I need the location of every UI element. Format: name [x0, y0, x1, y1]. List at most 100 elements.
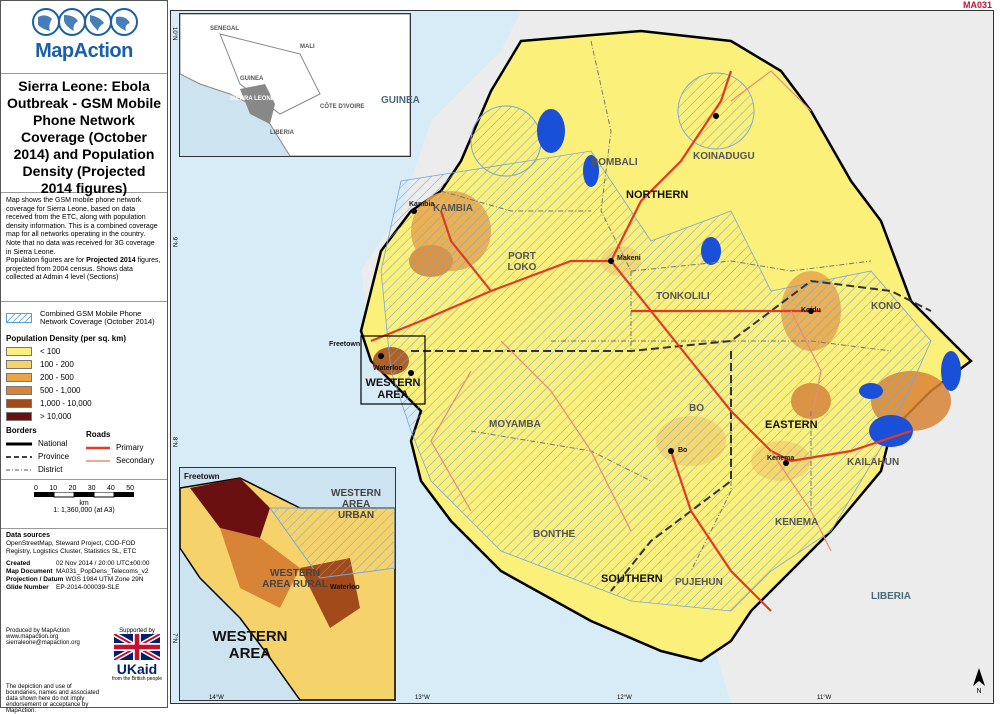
density-label: > 10,000 [40, 412, 72, 421]
scale-unit: km [79, 500, 89, 507]
desc-para-2: Note that no data was received for 3G co… [6, 239, 155, 256]
lon-tick-1: 14°W [209, 695, 224, 701]
credits: Produced by MapAction www.mapaction.org … [1, 625, 167, 714]
density-swatch [6, 373, 32, 382]
national-line-icon [6, 442, 32, 445]
lon-tick-2: 13°W [415, 695, 430, 701]
label-port-loko: PORT LOKO [507, 251, 537, 273]
label-eastern: EASTERN [765, 419, 818, 431]
label-southern: SOUTHERN [601, 573, 663, 585]
label-northern: NORTHERN [626, 189, 689, 201]
density-swatch [6, 347, 32, 356]
secondary-road-icon [86, 459, 110, 462]
desc-highlight: Projected 2014 [86, 257, 136, 265]
province-line-icon [6, 455, 32, 458]
density-swatch [6, 412, 32, 421]
label-guinea: GUINEA [381, 95, 420, 106]
density-class-row: < 100 [6, 345, 162, 358]
label-moyamba: MOYAMBA [489, 419, 541, 430]
legend-lines: National Province District Roads Primary… [6, 430, 162, 476]
created-value: 02 Nov 2014 / 20:00 UTC±00:00 [56, 560, 150, 567]
label-freetown: Freetown [329, 341, 361, 348]
legend-border-national: National [6, 437, 86, 450]
legend: Combined GSM Mobile Phone Network Covera… [1, 302, 167, 480]
town-markers [378, 113, 814, 466]
legend-coverage: Combined GSM Mobile Phone Network Covera… [6, 305, 162, 331]
lat-tick-1: 10°N [171, 27, 177, 41]
label-bonthe: BONTHE [533, 529, 576, 540]
hatch-swatch-icon [6, 313, 32, 323]
density-class-row: 500 - 1,000 [6, 384, 162, 397]
label-bombali: BOMBALI [591, 157, 638, 168]
union-flag-icon [112, 631, 162, 663]
legend-coverage-label: Combined GSM Mobile Phone Network Covera… [40, 308, 155, 326]
density-class-row: 1,000 - 10,000 [6, 397, 162, 410]
primary-road-icon [86, 446, 110, 449]
density-swatch [6, 360, 32, 369]
label-makeni: Makeni [617, 255, 641, 262]
lon-tick-3: 12°W [617, 695, 632, 701]
legend-density-title: Population Density (per sq. km) [6, 334, 127, 343]
district-line-icon [6, 468, 32, 471]
metadata: Data sources OpenStreetMap, Steward Proj… [1, 529, 167, 595]
legend-road-primary: Primary [86, 441, 154, 454]
secondary-roads [430, 70, 832, 552]
lat-tick-4: 7°N [171, 633, 177, 644]
western-area-inset: Freetown Waterloo WESTERN AREA URBAN WES… [179, 467, 396, 701]
scale-bar: 0 10 20 30 40 50 km 1: 1,360,000 (at A3) [1, 480, 167, 529]
map-title: Sierra Leone: Ebola Outbreak - GSM Mobil… [1, 74, 167, 196]
label-kailahun: KAILAHUN [847, 457, 900, 468]
desc-para-1: Map shows the GSM mobile phone network c… [6, 197, 158, 239]
mapaction-globes-icon [32, 8, 138, 36]
glide-value: EP-2014-000039-SLE [56, 584, 120, 591]
label-bo-town: Bo [678, 447, 688, 454]
density-swatch [6, 386, 32, 395]
label-kono: KONO [871, 301, 901, 312]
desc-para-3: Population figures are for [6, 257, 85, 265]
lon-tick-4: 11°W [817, 695, 832, 701]
legend-road-secondary: Secondary [86, 454, 154, 467]
ukaid-sub: from the British people [111, 676, 162, 682]
logo-text: MapAction [35, 40, 133, 62]
label-koinadugu: KOINADUGU [693, 151, 755, 162]
western-area-box [360, 335, 426, 405]
north-arrow-icon [973, 668, 985, 686]
density-label: 100 - 200 [40, 360, 74, 369]
label-tonkolili: TONKOLILI [656, 291, 710, 302]
label-bo: BO [689, 403, 704, 414]
legend-border-province: Province [6, 450, 86, 463]
label-liberia: LIBERIA [871, 591, 911, 602]
density-class-row: > 10,000 [6, 410, 162, 423]
map-canvas [171, 11, 993, 703]
lat-tick-3: 8°N [171, 437, 177, 448]
ukaid-logo: UKaid [116, 661, 158, 677]
scale-bar-graphic [34, 491, 134, 498]
sidebar: MapAction Sierra Leone: Ebola Outbreak -… [0, 0, 168, 714]
doc-value: MA031_PopDens_Telecoms_v2 [56, 568, 149, 575]
sources-text: OpenStreetMap, Steward Project, COD-FOD … [6, 540, 137, 555]
label-kambia: KAMBIA [433, 203, 473, 214]
label-kenema: KENEMA [775, 517, 819, 528]
water-bodies [537, 109, 961, 447]
north-arrow: N [973, 668, 985, 695]
label-kenema-town: Kenema [767, 455, 795, 462]
primary-roads [370, 70, 912, 612]
label-koidu: Koidu [801, 307, 821, 314]
density-label: 500 - 1,000 [40, 386, 81, 395]
density-label: 200 - 500 [40, 373, 74, 382]
density-class-row: 200 - 500 [6, 371, 162, 384]
logo: MapAction [1, 1, 167, 74]
supported-by: Supported by [119, 628, 155, 634]
label-western-area: WESTERN AREA [365, 377, 421, 401]
map-description: Map shows the GSM mobile phone network c… [1, 193, 167, 302]
density-swatch [6, 399, 32, 408]
density-classes: < 100 100 - 200 200 - 500 500 - 1,000 1,000 … [6, 345, 162, 423]
main-map[interactable]: SENEGAL MALI GUINEA SIERRA LEONE CÔTE D'… [170, 10, 994, 704]
density-class-row: 100 - 200 [6, 358, 162, 371]
map-code: MA031 [962, 0, 992, 10]
gsm-coverage [380, 72, 932, 612]
lat-tick-2: 9°N [171, 237, 177, 248]
sources-title: Data sources [6, 532, 50, 539]
label-pujehun: PUJEHUN [675, 577, 723, 588]
overview-inset: SENEGAL MALI GUINEA SIERRA LEONE CÔTE D'… [179, 13, 411, 157]
